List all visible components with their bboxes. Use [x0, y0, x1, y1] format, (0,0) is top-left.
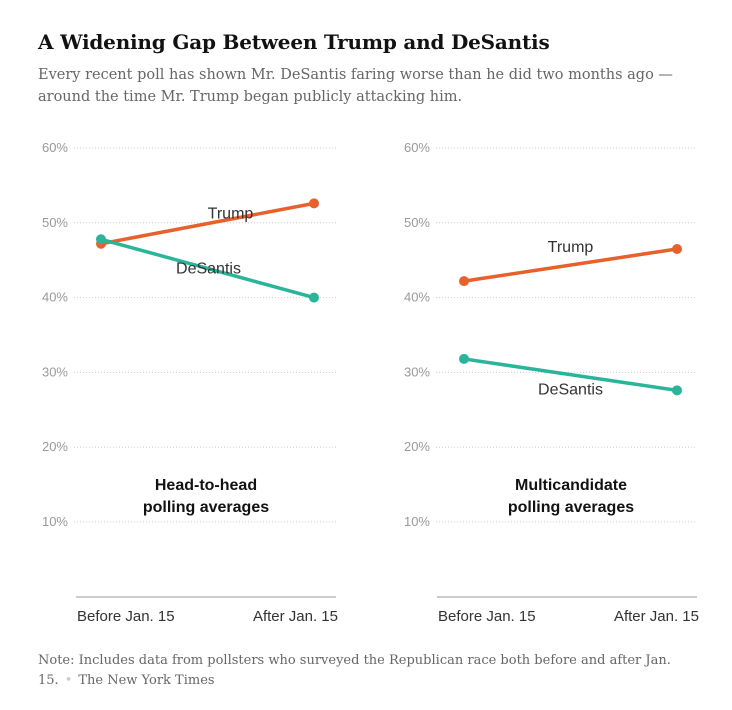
x-tick-label: Before Jan. 15 — [77, 608, 175, 625]
y-tick-label: 50% — [404, 215, 430, 230]
y-tick-label: 10% — [42, 514, 68, 529]
y-tick-label: 10% — [404, 514, 430, 529]
data-point-trump — [309, 198, 319, 209]
chart-title: A Widening Gap Between Trump and DeSanti… — [38, 30, 550, 54]
series-label: Trump — [548, 239, 594, 256]
separator-dot: • — [64, 673, 73, 688]
x-tick-label: After Jan. 15 — [614, 608, 699, 625]
y-tick-label: 40% — [42, 290, 68, 305]
series-label: Trump — [208, 206, 254, 223]
series-label: DeSantis — [176, 260, 241, 277]
series-line-trump — [462, 247, 679, 283]
y-tick-label: 20% — [42, 439, 68, 454]
x-tick-label: Before Jan. 15 — [438, 608, 536, 625]
data-point-trump — [672, 243, 682, 254]
panel-title: polling averages — [143, 499, 269, 516]
data-point-desantis — [96, 234, 106, 245]
y-tick-label: 60% — [42, 140, 68, 155]
chart-panel-1: 10% 20% 30% 40% 50% 60% Before Jan. 15 After Ja… — [42, 140, 338, 625]
panel-title: Head-to-head — [155, 477, 257, 494]
y-tick-label: 40% — [404, 290, 430, 305]
series-line-desantis — [462, 357, 679, 393]
data-point-desantis — [309, 292, 319, 303]
y-tick-label: 20% — [404, 439, 430, 454]
y-tick-label: 60% — [404, 140, 430, 155]
x-tick-label: After Jan. 15 — [253, 608, 338, 625]
panel-title: Multicandidate — [515, 477, 627, 494]
series-line-desantis — [99, 237, 316, 300]
y-tick-label: 30% — [42, 364, 68, 379]
data-point-desantis — [459, 353, 469, 364]
chart-panel-2: 10% 20% 30% 40% 50% 60% Before Jan. 15 After Ja… — [404, 140, 699, 625]
note-text: Note: Includes data from pollsters who s… — [38, 653, 671, 688]
panel-title: polling averages — [508, 499, 634, 516]
data-point-trump — [459, 276, 469, 287]
data-point-desantis — [672, 385, 682, 396]
series-line-trump — [99, 201, 316, 246]
charts-container: 10% 20% 30% 40% 50% 60% Before Jan. 15 After Ja… — [42, 140, 699, 625]
footnote: Note: Includes data from pollsters who s… — [38, 651, 688, 691]
series-label: DeSantis — [538, 382, 603, 399]
y-tick-label: 50% — [42, 215, 68, 230]
source-credit: The New York Times — [78, 673, 215, 688]
chart-subtitle: Every recent poll has shown Mr. DeSantis… — [38, 67, 673, 105]
y-tick-label: 30% — [404, 364, 430, 379]
